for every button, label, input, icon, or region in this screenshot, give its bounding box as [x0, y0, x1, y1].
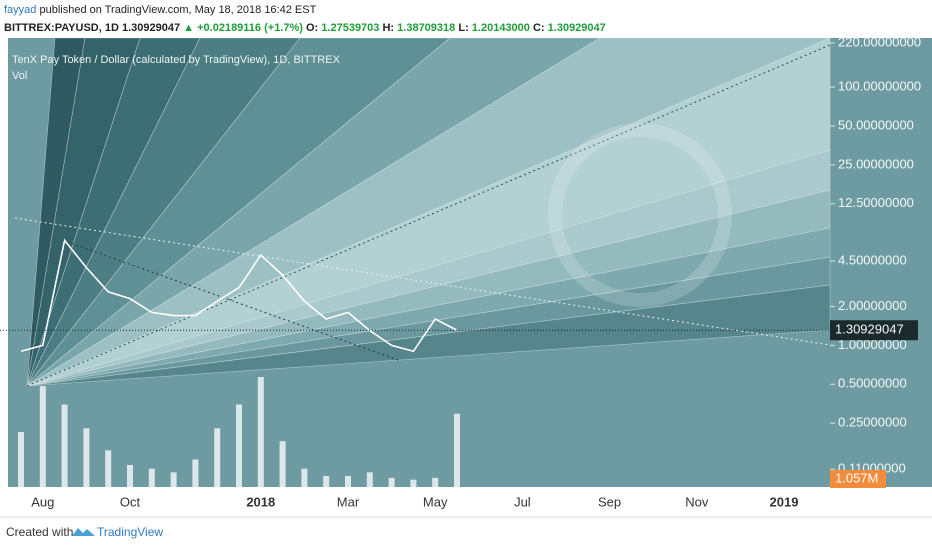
volume-bar: [236, 404, 242, 487]
price-line: [20, 238, 458, 353]
volume-title: Vol: [12, 70, 27, 82]
x-tick-label: Sep: [598, 494, 621, 509]
price-tag-label: 1.30929047: [835, 322, 904, 337]
footer-brand[interactable]: TradingView: [97, 525, 163, 539]
volume-bar: [410, 479, 417, 487]
x-tick-label: Jul: [514, 494, 531, 509]
volume-bar: [323, 476, 330, 487]
change: ▲ +0.02189116 (+1.7%): [183, 22, 303, 34]
fan-band: [26, 284, 831, 387]
y-tick-label: 12.50000000: [838, 195, 914, 210]
volume-bar: [127, 465, 133, 487]
volume-bar: [18, 432, 24, 487]
time-axis: [8, 487, 932, 517]
ohlc-value: 1.27539703: [321, 22, 379, 34]
ohlc-value: 1.20143000: [472, 22, 530, 34]
y-tick-label: 2.00000000: [838, 298, 907, 313]
y-tick-label: 0.25000000: [838, 415, 907, 430]
y-tick-label: 4.50000000: [838, 252, 907, 267]
ohlc-label: H:: [382, 22, 394, 34]
volume-tag-label: 1.057M: [835, 470, 878, 485]
price-axis: [830, 38, 932, 487]
author[interactable]: fayyad: [4, 4, 36, 16]
volume-bar: [366, 472, 373, 487]
volume-bar: [61, 404, 68, 487]
ohlc-label: C:: [533, 22, 545, 34]
y-tick-label: 1.00000000: [838, 337, 907, 352]
volume-bar: [105, 450, 112, 487]
header-line: fayyad published on TradingView.com, May…: [4, 4, 317, 16]
volume-bar: [214, 428, 221, 487]
volume-bar: [170, 472, 177, 487]
x-tick-label: May: [423, 494, 448, 509]
footer-created: Created with: [6, 525, 73, 539]
fan-dotted-ray: [26, 44, 831, 387]
price-tag: [830, 320, 918, 341]
watermark: [548, 123, 732, 307]
ohlc-label: O:: [306, 22, 318, 34]
tv-logo: [72, 528, 95, 536]
last-price: 1.30929047: [122, 22, 180, 34]
volume-tag: [830, 470, 886, 488]
chart-title: TenX Pay Token / Dollar (calculated by T…: [12, 54, 341, 66]
gann-fan: [14, 37, 831, 387]
x-tick-label: 2018: [246, 494, 275, 509]
symbol-line: BITTREX:PAYUSD, 1D 1.30929047 ▲ +0.02189…: [4, 22, 606, 34]
ohlc-value: 1.30929047: [548, 22, 606, 34]
volume-bar: [345, 476, 351, 487]
symbol: BITTREX:PAYUSD, 1D: [4, 22, 119, 34]
volume-bar: [432, 477, 439, 487]
y-tick-label: 100.00000000: [838, 79, 921, 94]
x-tick-label: Aug: [31, 494, 54, 509]
volume-bar: [39, 386, 46, 487]
y-tick-label: 220.00000000: [838, 34, 921, 49]
ohlc-label: L:: [458, 22, 468, 34]
x-tick-label: 2019: [770, 494, 799, 509]
volume-bar: [83, 428, 90, 487]
volume-bar: [148, 468, 155, 487]
volume-bar: [388, 477, 395, 487]
volume-bar: [279, 441, 286, 487]
x-tick-label: Oct: [120, 494, 141, 509]
volume-bar: [257, 377, 264, 487]
y-tick-label: 0.50000000: [838, 376, 907, 391]
y-tick-label: 50.00000000: [838, 117, 914, 132]
x-tick-label: Nov: [685, 494, 709, 509]
ohlc-value: 1.38709318: [397, 22, 455, 34]
published: published on TradingView.com, May 18, 20…: [39, 4, 316, 16]
x-tick-label: Mar: [337, 494, 360, 509]
volume-bar: [192, 459, 199, 487]
volume-bar: [454, 413, 460, 487]
y-tick-label: 25.00000000: [838, 156, 914, 171]
volume-bar: [301, 468, 308, 487]
